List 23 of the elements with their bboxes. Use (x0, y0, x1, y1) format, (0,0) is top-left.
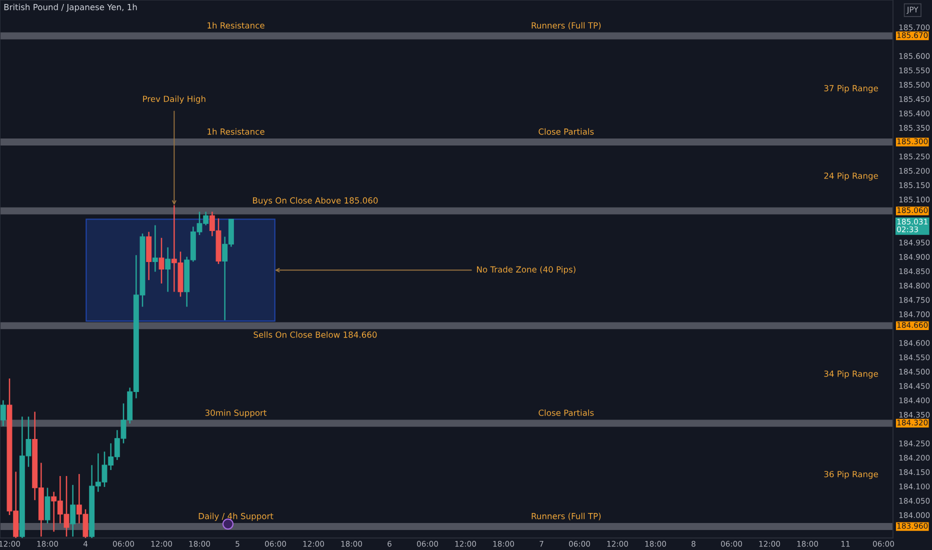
candlestick (152, 224, 158, 272)
annotation: 1h Resistance (208, 128, 264, 135)
chart-title: British Pound / Japanese Yen, 1h (4, 4, 137, 12)
annotation: 1h Resistance (208, 22, 264, 29)
candlestick (165, 246, 171, 292)
annotation: Buys On Close Above 185.060 (253, 197, 378, 206)
annotation: 37 Pip Range (824, 84, 878, 93)
band-label: No Trade Zone (40 Pips) (477, 266, 576, 274)
candlestick (70, 484, 76, 538)
annotation: Daily / 4h Support (198, 512, 274, 521)
candlestick (0, 400, 6, 427)
annotation: 34 Pip Range (824, 370, 878, 378)
annotation: Runners (Full TP) (532, 22, 601, 30)
annotation: Prev Daily High (143, 96, 206, 104)
annotation: Close Partials (538, 409, 594, 416)
annotation: 24 Pip Range (824, 172, 878, 180)
candlestick (44, 487, 50, 524)
annotation: Sells On Close Below 184.660 (254, 331, 377, 338)
candlestick (158, 237, 164, 284)
annotation: Runners (Full TP) (532, 512, 601, 520)
annotation: 36 Pip Range (824, 470, 878, 479)
annotation: Close Partials (538, 128, 594, 135)
annotation: 30min Support (205, 409, 267, 418)
